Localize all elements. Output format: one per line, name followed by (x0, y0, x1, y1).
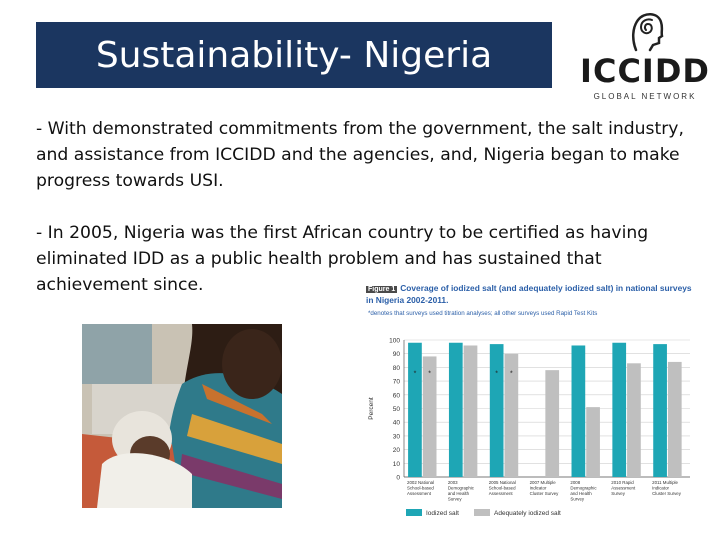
logo-wordmark: ICCIDD (580, 52, 710, 90)
y-tick-label: 50 (393, 406, 401, 413)
y-tick-label: 10 (393, 461, 401, 468)
y-tick-label: 90 (393, 351, 401, 358)
head-spiral-icon (632, 13, 664, 52)
y-tick-label: 20 (393, 447, 401, 454)
legend-label: Adequately iodized salt (494, 510, 561, 517)
annotation-asterisk: * (414, 371, 417, 378)
x-tick-label: 2007 Multiple (530, 480, 557, 485)
x-tick-label: 2011 Multiple (652, 480, 678, 485)
bar-adequate (463, 345, 478, 477)
chart-plot: 0 10 20 30 40 50 60 70 80 90 100 Percent 2002 Nation… (368, 338, 690, 517)
bar-iodized (408, 342, 422, 477)
bullet-list: - With demonstrated commitments from the… (36, 116, 706, 324)
annotation-asterisk: * (428, 371, 431, 378)
x-tick-label: Survey (611, 491, 625, 496)
legend-swatch (406, 509, 422, 516)
y-tick-label: 30 (393, 433, 401, 440)
bar-adequate (504, 353, 519, 477)
slide-title: Sustainability- Nigeria (95, 34, 493, 76)
y-tick-label: 0 (396, 475, 400, 482)
chart-note: *denotes that surveys used titration ana… (368, 310, 598, 317)
x-tick-label: 2002 National (407, 480, 434, 485)
x-tick-label: and Health (448, 491, 470, 496)
y-tick-label: 80 (393, 365, 401, 372)
coverage-figure: Figure 1 Coverage of iodized salt (and ad… (366, 283, 700, 523)
legend-swatch (474, 509, 490, 516)
bar-adequate (545, 370, 560, 477)
x-tick-label: School-based (489, 486, 516, 491)
y-tick-label: 70 (393, 379, 401, 386)
chart-title-text: Coverage of iodized salt (and adequately… (366, 283, 692, 305)
bar-adequate (667, 361, 682, 477)
figure-label: Figure 1 (366, 286, 398, 293)
bar-iodized (653, 344, 667, 477)
x-tick-label: Indicator (530, 486, 547, 491)
bar-iodized (571, 345, 586, 477)
bar-adequate (586, 407, 600, 477)
x-tick-label: Indicator (652, 486, 669, 491)
x-tick-label: Demographic (570, 486, 597, 491)
bullet-2: - In 2005, Nigeria was the first African… (36, 223, 649, 295)
slide-title-bar: Sustainability- Nigeria (36, 22, 552, 88)
y-tick-label: 100 (389, 338, 400, 345)
x-tick-label: 2010 Rapid (611, 480, 634, 485)
iccidd-logo: ICCIDD GLOBAL NETWORK (580, 10, 710, 101)
x-tick-label: and Health (570, 491, 592, 496)
bar-iodized (612, 342, 627, 477)
x-tick-label: School-based (407, 486, 434, 491)
legend-label: Iodized salt (426, 510, 459, 517)
bar-adequate (422, 356, 437, 477)
x-tick-label: Survey (570, 497, 584, 502)
bullet-1: - With demonstrated commitments from the… (36, 119, 684, 191)
mother-and-infant-photo (82, 324, 282, 508)
chart-title: Figure 1 Coverage of iodized salt (and ad… (366, 283, 700, 305)
y-tick-label: 60 (393, 392, 401, 399)
x-tick-label: 2008 (570, 480, 580, 485)
x-tick-label: Assessment (489, 491, 514, 496)
x-tick-label: Survey (448, 497, 462, 502)
x-tick-label: Cluster Survey (652, 491, 682, 496)
y-tick-label: 40 (393, 420, 401, 427)
annotation-asterisk: * (495, 371, 498, 378)
annotation-asterisk: * (510, 371, 513, 378)
bar-adequate (627, 363, 641, 477)
bar-iodized (448, 342, 463, 477)
x-tick-label: 2005 National (489, 480, 516, 485)
x-tick-label: 2003 (448, 480, 458, 485)
y-axis-label: Percent (368, 397, 375, 420)
bar-iodized (489, 344, 504, 477)
x-tick-label: Assessment (407, 491, 432, 496)
x-tick-label: Demographic (448, 486, 475, 491)
logo-subtitle: GLOBAL NETWORK (593, 92, 697, 101)
x-tick-label: Assessment (611, 486, 636, 491)
x-tick-label: Cluster Survey (530, 491, 560, 496)
